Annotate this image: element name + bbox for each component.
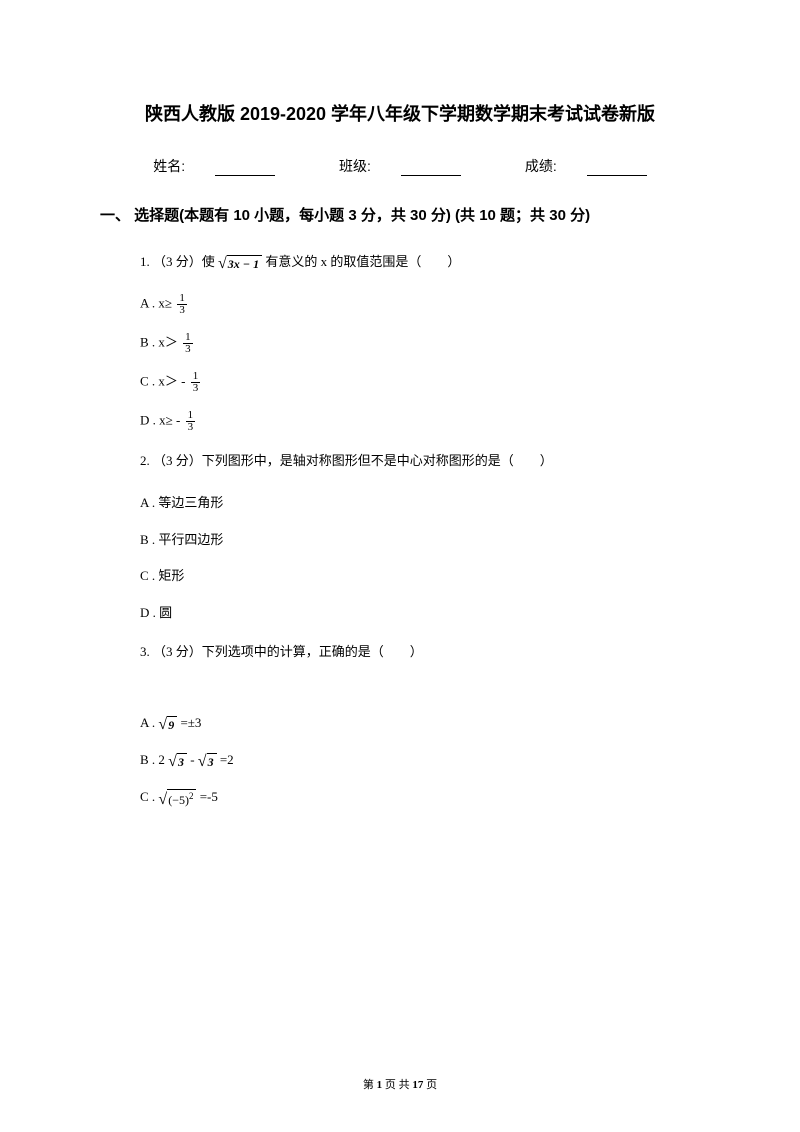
- sqrt-icon: √9: [158, 715, 177, 733]
- q3-option-c: C . √(−5)2 =-5: [140, 787, 700, 808]
- sqrt-icon: √3: [198, 752, 217, 770]
- q1-option-a: A . x≥ 13: [140, 293, 700, 316]
- score-blank: [587, 161, 647, 176]
- class-blank: [401, 161, 461, 176]
- q2-option-d: D . 圆: [140, 603, 700, 624]
- q3-option-a: A . √9 =±3: [140, 713, 700, 734]
- sqrt-icon: √3x − 1: [218, 254, 262, 272]
- q2-stem: 2. （3 分）下列图形中，是轴对称图形但不是中心对称图形的是（ ）: [140, 449, 700, 472]
- q1-option-b: B . x＞ 13: [140, 332, 700, 355]
- q3-option-b: B . 2 √3 - √3 =2: [140, 750, 700, 771]
- sqrt-icon: √(−5)2: [158, 788, 196, 808]
- sqrt-icon: √3: [168, 752, 187, 770]
- q1-stem: 1. （3 分）使 √3x − 1 有意义的 x 的取值范围是（ ）: [140, 250, 700, 273]
- name-label: 姓名:: [138, 158, 290, 174]
- page-title: 陕西人教版 2019-2020 学年八年级下学期数学期末考试试卷新版: [100, 100, 700, 126]
- score-label: 成绩:: [510, 158, 662, 174]
- q2-option-c: C . 矩形: [140, 566, 700, 587]
- q2-option-b: B . 平行四边形: [140, 530, 700, 551]
- q1-option-c: C . x＞ - 13: [140, 371, 700, 394]
- q3-stem: 3. （3 分）下列选项中的计算，正确的是（ ）: [140, 640, 700, 663]
- q1-option-d: D . x≥ - 13: [140, 410, 700, 433]
- info-line: 姓名: 班级: 成绩:: [100, 156, 700, 176]
- section-1-heading: 一、 选择题(本题有 10 小题，每小题 3 分，共 30 分) (共 10 题…: [100, 204, 700, 225]
- name-blank: [215, 161, 275, 176]
- page-footer: 第 1 页 共 17 页: [0, 1076, 800, 1092]
- class-label: 班级:: [324, 158, 476, 174]
- q2-option-a: A . 等边三角形: [140, 493, 700, 514]
